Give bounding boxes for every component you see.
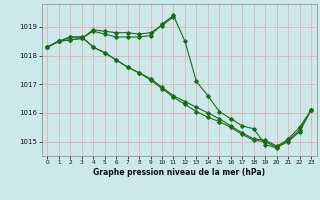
X-axis label: Graphe pression niveau de la mer (hPa): Graphe pression niveau de la mer (hPa)	[93, 168, 265, 177]
